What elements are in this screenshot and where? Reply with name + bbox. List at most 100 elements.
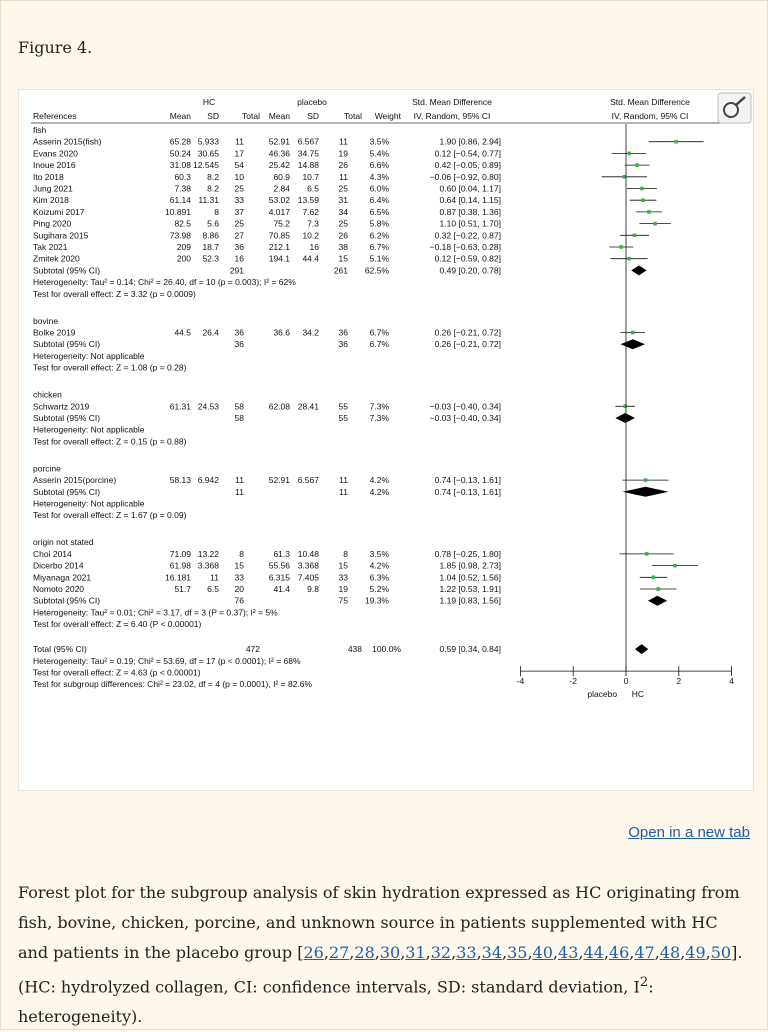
caption-text-end: : heterogeneity). — [18, 977, 654, 1027]
pl-total: 26 — [339, 230, 349, 240]
smd-ci: 0.12 [−0.59, 0.82] — [435, 254, 501, 264]
reference-link[interactable]: 34 — [481, 943, 503, 962]
total-pl-total: 438 — [348, 644, 362, 654]
reference-link[interactable]: 32 — [430, 943, 452, 962]
pl-sd: 9.8 — [307, 584, 319, 594]
reference-link[interactable]: 47 — [634, 943, 655, 962]
col-weight: Weight — [375, 111, 402, 121]
hc-mean: 200 — [177, 254, 191, 264]
total-hc-total: 472 — [246, 644, 260, 654]
smd-ci: 1.85 [0.98, 2.73] — [440, 561, 501, 571]
x-tick-label: 2 — [676, 676, 681, 686]
pl-mean: 52.91 — [269, 475, 291, 485]
pl-total: 11 — [339, 475, 348, 485]
effect-point — [623, 404, 628, 409]
hc-sd: 6.942 — [198, 475, 220, 485]
pl-total: 34 — [339, 207, 349, 217]
pl-total: 31 — [339, 195, 349, 205]
pl-sd: 10.2 — [302, 230, 319, 240]
reference-link[interactable]: 44 — [583, 943, 604, 962]
subtotal-hc-total: 11 — [235, 487, 244, 497]
pl-mean: 41.4 — [273, 584, 290, 594]
pl-mean: 60.9 — [273, 172, 290, 182]
smd-ci: 0.78 [−0.25, 1.80] — [435, 549, 501, 559]
subtotal-diamond — [647, 595, 668, 606]
subgroup-label: chicken — [33, 390, 62, 400]
smd-ci: 0.42 [−0.05, 0.89] — [435, 160, 501, 170]
reference-link[interactable]: 49 — [685, 943, 706, 962]
forest-plot: HC placebo Std. Mean Difference Std. Mean D… — [31, 92, 752, 699]
pl-mean: 4.017 — [269, 207, 291, 217]
subtotal-pl-total: 261 — [334, 265, 348, 275]
reference-link[interactable]: 27 — [328, 943, 350, 962]
weight: 5.2% — [370, 584, 390, 594]
reference-link[interactable]: 40 — [532, 943, 553, 962]
reference-link[interactable]: 31 — [405, 943, 426, 962]
subtotal-diamond — [631, 265, 647, 276]
pl-sd: 7.62 — [302, 207, 319, 217]
smd-ci: 1.10 [0.51, 1.70] — [440, 219, 501, 229]
figure-panel: HC placebo Std. Mean Difference Std. Mean D… — [18, 89, 754, 791]
footer-text: Test for subgroup differences: Chi² = 23… — [33, 679, 313, 689]
study-name: Kim 2018 — [33, 195, 69, 205]
col-hc-mean: Mean — [170, 111, 192, 121]
pl-total: 8 — [343, 549, 348, 559]
reference-link[interactable]: 33 — [456, 943, 477, 962]
pl-total: 19 — [339, 148, 349, 158]
hc-total: 15 — [235, 561, 245, 571]
header-hc: HC — [203, 97, 215, 107]
weight: 6.4% — [370, 195, 390, 205]
pl-sd: 14.88 — [298, 160, 320, 170]
effect-point — [635, 163, 639, 167]
reference-link[interactable]: 26 — [303, 943, 324, 962]
study-name: Tak 2021 — [33, 242, 68, 252]
study-name: Inoue 2016 — [33, 160, 76, 170]
study-name: Ping 2020 — [33, 219, 72, 229]
reference-link[interactable]: 43 — [558, 943, 579, 962]
effect-point — [619, 245, 624, 249]
hc-sd: 8.86 — [202, 230, 219, 240]
hc-mean: 61.31 — [170, 401, 192, 411]
weight: 5.4% — [370, 148, 390, 158]
hc-sd: 13.22 — [198, 549, 220, 559]
pl-mean: 61.3 — [273, 549, 290, 559]
pl-total: 33 — [339, 572, 349, 582]
col-smd-ci: IV, Random, 95% CI — [414, 111, 491, 121]
subtotal-diamond — [615, 413, 635, 423]
subtotal-weight: 4.2% — [370, 487, 390, 497]
hc-total: 33 — [235, 195, 245, 205]
hc-total: 25 — [235, 184, 245, 194]
study-name: Miyanaga 2021 — [33, 572, 91, 582]
pl-sd: 34.2 — [302, 328, 319, 338]
reference-link[interactable]: 46 — [608, 943, 630, 962]
reference-link[interactable]: 35 — [507, 943, 528, 962]
subtotal-weight: 6.7% — [370, 339, 390, 349]
study-name: Evans 2020 — [33, 148, 78, 158]
subtotal-ci: 1.19 [0.83, 1.56] — [440, 596, 501, 606]
effect-point — [656, 587, 661, 591]
col-plot-ci: IV, Random, 95% CI — [612, 111, 689, 121]
col-hc-total: Total — [242, 111, 260, 121]
hc-mean: 51.7 — [174, 584, 191, 594]
hc-total: 27 — [235, 230, 245, 240]
smd-ci: −0.18 [−0.63, 0.28] — [430, 242, 501, 252]
effect-point — [647, 210, 651, 214]
hc-total: 8 — [239, 549, 244, 559]
reference-link[interactable]: 28 — [354, 943, 375, 962]
overall-effect-text: Test for overall effect: Z = 1.08 (p = 0… — [33, 363, 187, 373]
reference-link[interactable]: 50 — [710, 943, 732, 962]
open-in-new-tab-link[interactable]: Open in a new tab — [628, 824, 750, 841]
col-pl-total: Total — [344, 111, 362, 121]
hc-mean: 65.28 — [170, 137, 192, 147]
magnifier-handle-icon — [735, 96, 746, 106]
effect-point — [674, 139, 678, 144]
reference-link[interactable]: 30 — [379, 943, 401, 962]
pl-sd: 34.75 — [298, 148, 320, 158]
study-name: Choi 2014 — [33, 549, 72, 559]
subtotal-weight: 7.3% — [370, 413, 390, 423]
hc-sd: 11.31 — [198, 195, 219, 205]
overall-effect-text: Test for overall effect: Z = 0.15 (p = 0… — [33, 436, 187, 446]
reference-link[interactable]: 48 — [659, 943, 681, 962]
pl-sd: 7.405 — [298, 572, 320, 582]
hc-mean: 61.98 — [170, 561, 192, 571]
